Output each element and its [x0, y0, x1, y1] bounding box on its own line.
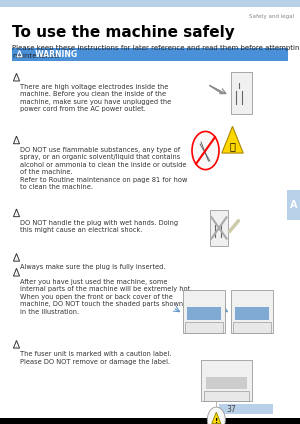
Bar [187, 307, 221, 320]
Bar [206, 377, 247, 388]
Text: 🔥: 🔥 [230, 141, 236, 151]
Text: There are high voltage electrodes inside the
machine. Before you clean the insid: There are high voltage electrodes inside… [20, 84, 171, 112]
Polygon shape [14, 254, 20, 261]
Text: Always make sure the plug is fully inserted.: Always make sure the plug is fully inser… [20, 264, 165, 270]
Polygon shape [14, 340, 20, 348]
Text: !: ! [16, 214, 17, 215]
Text: 37: 37 [226, 404, 236, 414]
Polygon shape [222, 126, 243, 153]
Circle shape [207, 407, 225, 424]
Text: The fuser unit is marked with a caution label.
Please DO NOT remove or damage th: The fuser unit is marked with a caution … [20, 351, 171, 365]
Text: !: ! [19, 55, 20, 56]
Polygon shape [14, 209, 20, 217]
Text: A: A [290, 200, 297, 210]
Bar [204, 391, 250, 401]
Text: Please keep these instructions for later reference and read them before attempti: Please keep these instructions for later… [12, 45, 300, 59]
Text: !: ! [16, 273, 17, 274]
Circle shape [192, 131, 219, 170]
Bar [12, 48, 288, 61]
Bar [231, 290, 273, 333]
Text: !: ! [16, 141, 17, 142]
Text: After you have just used the machine, some
internal parts of the machine will be: After you have just used the machine, so… [20, 279, 192, 315]
Bar [201, 360, 252, 401]
Polygon shape [14, 136, 20, 144]
Bar [183, 290, 225, 333]
Bar [219, 404, 273, 414]
Text: DO NOT use flammable substances, any type of
spray, or an organic solvent/liquid: DO NOT use flammable substances, any typ… [20, 147, 187, 190]
Text: WARNING: WARNING [30, 50, 77, 59]
Text: DO NOT handle the plug with wet hands. Doing
this might cause an electrical shoc: DO NOT handle the plug with wet hands. D… [20, 220, 178, 233]
Bar [231, 72, 252, 114]
Bar [233, 322, 271, 333]
Text: !: ! [215, 418, 218, 424]
Text: Safety and legal: Safety and legal [249, 14, 294, 19]
Bar [0, 418, 300, 424]
Polygon shape [14, 268, 20, 276]
Bar [286, 190, 300, 220]
Polygon shape [14, 73, 20, 81]
Polygon shape [212, 412, 221, 424]
Bar [185, 322, 223, 333]
Bar [235, 307, 269, 320]
Text: To use the machine safely: To use the machine safely [12, 25, 235, 40]
Bar [210, 210, 228, 246]
Bar [0, 0, 300, 7]
Text: !: ! [16, 78, 17, 79]
